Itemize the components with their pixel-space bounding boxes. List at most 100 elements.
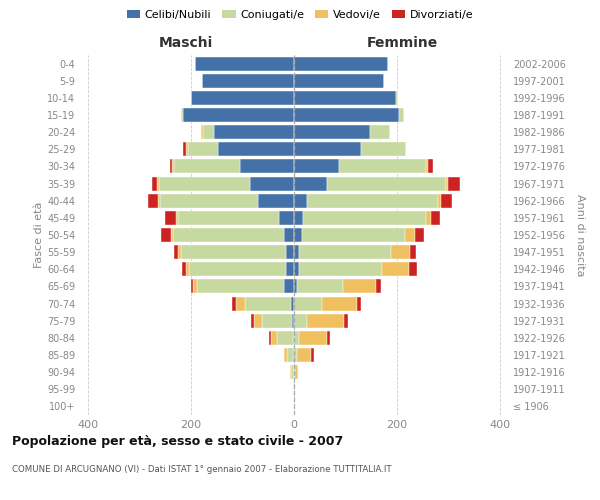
Bar (376, 280, 382, 293)
Bar (203, 125, 214, 139)
Bar (431, 211, 440, 225)
Bar (286, 245, 294, 259)
Y-axis label: Anni di nascita: Anni di nascita (575, 194, 585, 276)
Bar (218, 142, 294, 156)
Text: Popolazione per età, sesso e stato civile - 2007: Popolazione per età, sesso e stato civil… (12, 435, 343, 448)
Bar (294, 365, 295, 379)
Bar (294, 74, 384, 88)
Bar (343, 280, 376, 293)
Bar (415, 228, 424, 242)
Bar (428, 160, 433, 173)
Text: Maschi: Maschi (159, 36, 213, 50)
Bar (182, 262, 186, 276)
Bar (191, 280, 193, 293)
Bar (357, 296, 361, 310)
Bar (294, 160, 339, 173)
Bar (171, 228, 173, 242)
Bar (201, 125, 203, 139)
Bar (410, 245, 416, 259)
Bar (448, 176, 460, 190)
Bar (262, 314, 292, 328)
Bar (294, 348, 296, 362)
Bar (370, 125, 389, 139)
Bar (339, 160, 425, 173)
Bar (294, 262, 299, 276)
Bar (293, 331, 294, 345)
Bar (293, 382, 294, 396)
Bar (250, 176, 294, 190)
Bar (440, 194, 452, 207)
Bar (240, 160, 294, 173)
Bar (409, 262, 417, 276)
Bar (193, 280, 197, 293)
Bar (184, 142, 186, 156)
Bar (291, 365, 294, 379)
Bar (322, 296, 357, 310)
Bar (438, 194, 440, 207)
Bar (294, 228, 302, 242)
Legend: Celibi/Nubili, Coniugati/e, Vedovi/e, Divorziati/e: Celibi/Nubili, Coniugati/e, Vedovi/e, Di… (122, 6, 478, 25)
Bar (236, 296, 245, 310)
Bar (284, 228, 294, 242)
Bar (277, 331, 293, 345)
Bar (195, 56, 294, 70)
Bar (294, 314, 307, 328)
Bar (299, 331, 328, 345)
Text: COMUNE DI ARCUGNANO (VI) - Dati ISTAT 1° gennaio 2007 - Elaborazione TUTTITALIA.: COMUNE DI ARCUGNANO (VI) - Dati ISTAT 1°… (12, 465, 392, 474)
Bar (278, 211, 294, 225)
Bar (293, 348, 294, 362)
Bar (294, 245, 299, 259)
Bar (170, 160, 172, 173)
Bar (299, 245, 391, 259)
Bar (174, 160, 240, 173)
Bar (202, 74, 294, 88)
Bar (159, 176, 250, 190)
Bar (292, 296, 294, 310)
Bar (292, 314, 294, 328)
Bar (188, 142, 218, 156)
Bar (294, 56, 388, 70)
Bar (174, 245, 178, 259)
Bar (181, 108, 184, 122)
Bar (158, 194, 160, 207)
Bar (165, 211, 176, 225)
Bar (294, 91, 396, 105)
Bar (186, 262, 188, 276)
Bar (328, 331, 330, 345)
Bar (176, 211, 178, 225)
Bar (294, 125, 370, 139)
Bar (446, 176, 448, 190)
Bar (161, 228, 171, 242)
Bar (294, 176, 328, 190)
Bar (294, 211, 303, 225)
Bar (160, 194, 258, 207)
Bar (178, 211, 278, 225)
Bar (311, 348, 314, 362)
Bar (307, 314, 344, 328)
Bar (294, 280, 296, 293)
Bar (382, 262, 409, 276)
Bar (294, 331, 299, 345)
Bar (294, 194, 307, 207)
Bar (172, 160, 174, 173)
Bar (425, 160, 428, 173)
Bar (344, 314, 348, 328)
Bar (269, 331, 271, 345)
Bar (214, 125, 294, 139)
Bar (425, 211, 431, 225)
Bar (296, 280, 343, 293)
Bar (254, 314, 262, 328)
Bar (152, 176, 157, 190)
Bar (188, 262, 286, 276)
Bar (396, 91, 398, 105)
Bar (302, 228, 404, 242)
Bar (400, 108, 404, 122)
Bar (299, 262, 382, 276)
Bar (232, 296, 236, 310)
Bar (361, 142, 406, 156)
Bar (181, 245, 286, 259)
Bar (404, 228, 415, 242)
Text: Femmine: Femmine (367, 36, 437, 50)
Bar (294, 382, 295, 396)
Bar (303, 211, 425, 225)
